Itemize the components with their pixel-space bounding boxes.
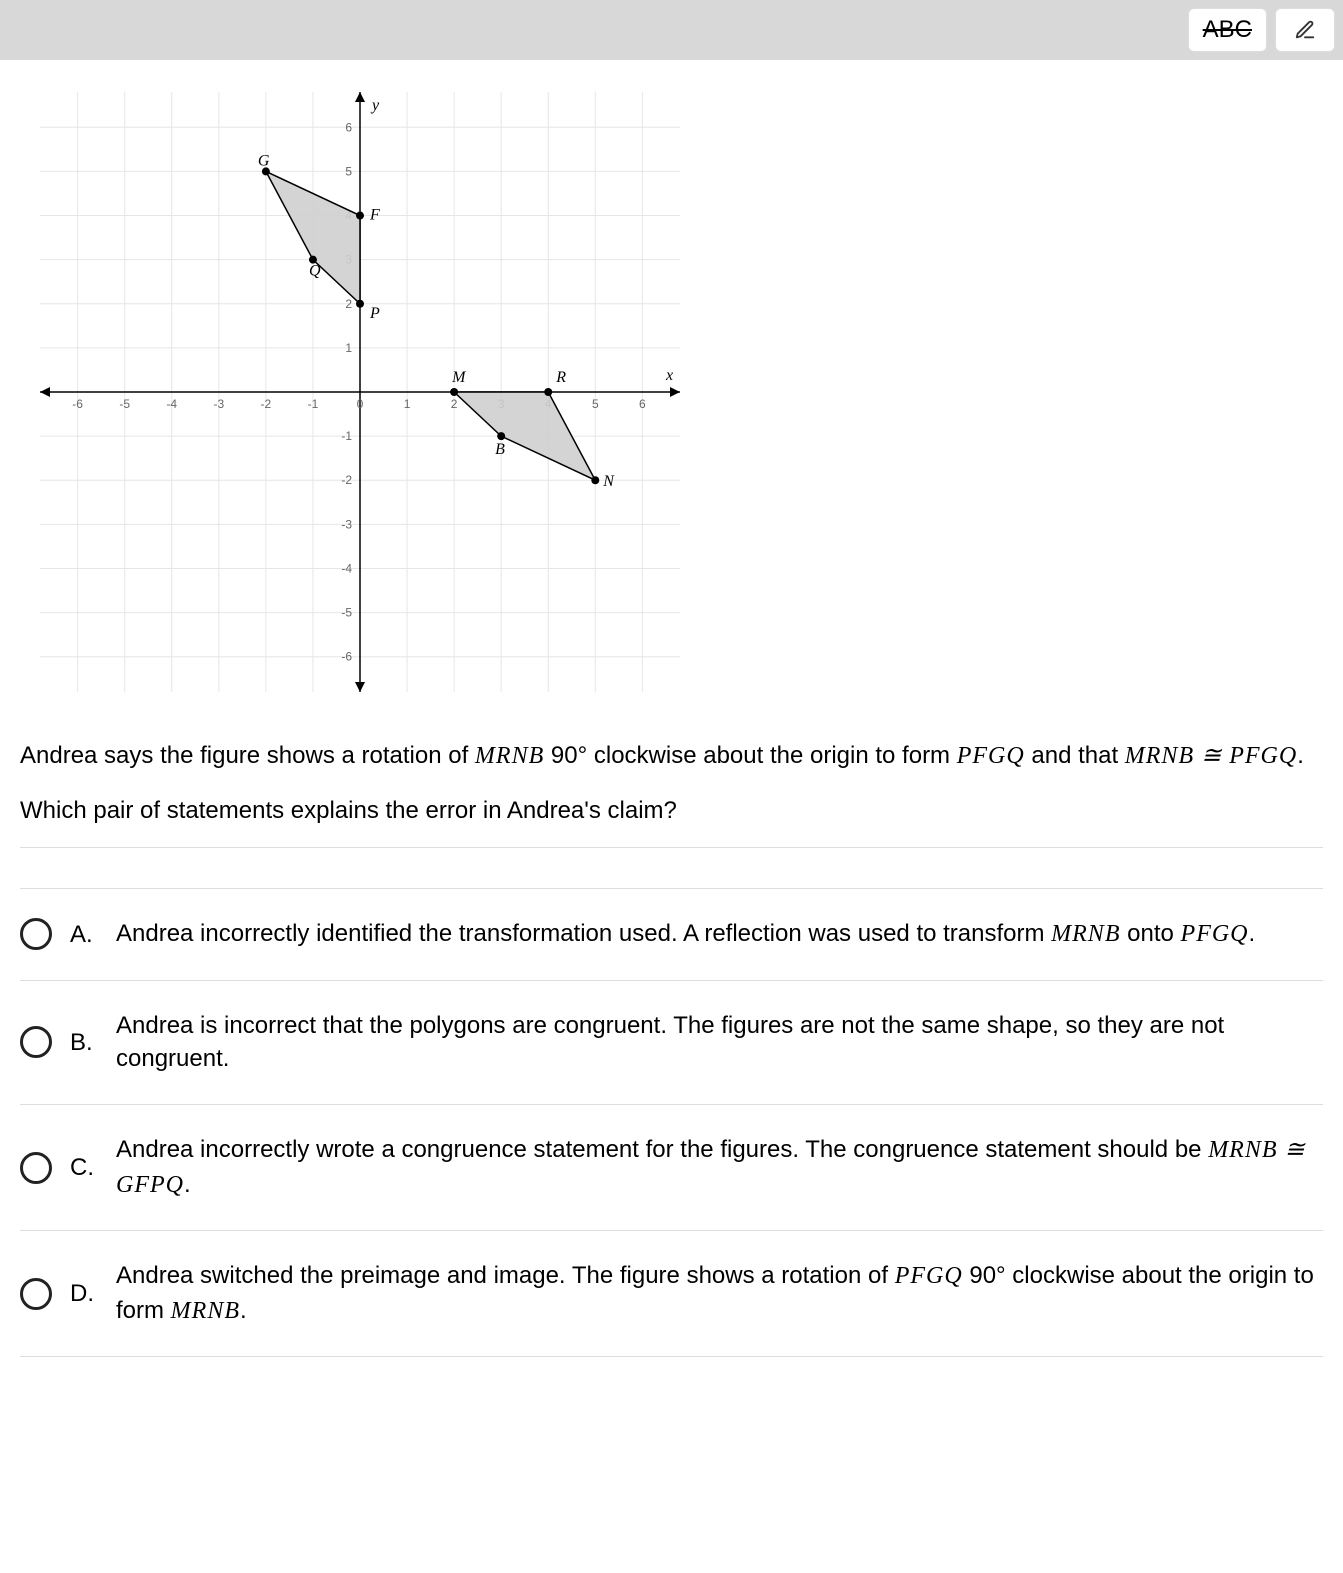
answer-text: Andrea is incorrect that the polygons ar… xyxy=(116,1009,1323,1076)
svg-text:-2: -2 xyxy=(341,473,352,487)
text: Which pair of statements explains the er… xyxy=(20,797,677,824)
radio-button[interactable] xyxy=(20,918,52,950)
svg-text:-2: -2 xyxy=(261,397,272,411)
svg-text:-4: -4 xyxy=(166,397,177,411)
svg-text:1: 1 xyxy=(404,397,411,411)
question-paragraph-1: Andrea says the figure shows a rotation … xyxy=(20,739,1323,774)
radio-button[interactable] xyxy=(20,1152,52,1184)
svg-text:-5: -5 xyxy=(341,606,352,620)
radio-button[interactable] xyxy=(20,1278,52,1310)
answer-option[interactable]: A. Andrea incorrectly identified the tran… xyxy=(20,888,1323,981)
coordinate-graph: -6-5-4-3-2-10123456-6-5-4-3-2-1123456xyP… xyxy=(20,72,1323,719)
svg-text:G: G xyxy=(258,152,270,169)
svg-text:x: x xyxy=(665,367,673,384)
svg-text:y: y xyxy=(370,97,380,114)
edit-button[interactable] xyxy=(1275,8,1335,52)
answer-list: A. Andrea incorrectly identified the tran… xyxy=(20,888,1323,1357)
svg-text:F: F xyxy=(369,207,380,224)
text: 90° clockwise about the origin to form xyxy=(544,742,956,769)
strikethrough-button[interactable]: ABC xyxy=(1188,8,1267,52)
svg-text:-3: -3 xyxy=(341,517,352,531)
answer-option[interactable]: D. Andrea switched the preimage and image… xyxy=(20,1231,1323,1357)
answer-option[interactable]: C. Andrea incorrectly wrote a congruence … xyxy=(20,1105,1323,1231)
math: PFGQ xyxy=(957,743,1025,769)
svg-text:1: 1 xyxy=(345,341,352,355)
svg-text:0: 0 xyxy=(357,397,364,411)
svg-text:M: M xyxy=(451,369,467,386)
edit-icon xyxy=(1294,19,1316,41)
answer-text: Andrea switched the preimage and image. … xyxy=(116,1259,1323,1328)
svg-text:P: P xyxy=(369,305,380,322)
svg-text:2: 2 xyxy=(451,397,458,411)
answer-letter: D. xyxy=(70,1277,98,1311)
svg-text:2: 2 xyxy=(345,297,352,311)
svg-text:-4: -4 xyxy=(341,561,352,575)
svg-text:-1: -1 xyxy=(308,397,319,411)
svg-text:6: 6 xyxy=(639,397,646,411)
svg-text:-3: -3 xyxy=(213,397,224,411)
answer-text: Andrea incorrectly identified the transf… xyxy=(116,917,1323,952)
svg-text:R: R xyxy=(555,369,566,386)
answer-letter: B. xyxy=(70,1026,98,1060)
svg-text:-5: -5 xyxy=(119,397,130,411)
answer-option[interactable]: B. Andrea is incorrect that the polygons … xyxy=(20,981,1323,1105)
math: MRNB xyxy=(475,743,544,769)
radio-button[interactable] xyxy=(20,1026,52,1058)
math: MRNB ≅ PFGQ xyxy=(1125,743,1297,769)
svg-text:-6: -6 xyxy=(341,650,352,664)
toolbar: ABC xyxy=(0,0,1343,60)
answer-letter: C. xyxy=(70,1151,98,1185)
svg-text:-1: -1 xyxy=(341,429,352,443)
text: and that xyxy=(1025,742,1125,769)
answer-letter: A. xyxy=(70,918,98,952)
text: Andrea says the figure shows a rotation … xyxy=(20,742,475,769)
strikethrough-label: ABC xyxy=(1203,16,1252,44)
divider xyxy=(20,847,1323,848)
answer-text: Andrea incorrectly wrote a congruence st… xyxy=(116,1133,1323,1202)
svg-text:-6: -6 xyxy=(72,397,83,411)
svg-text:N: N xyxy=(602,473,615,490)
svg-text:Q: Q xyxy=(309,263,321,280)
question-paragraph-2: Which pair of statements explains the er… xyxy=(20,794,1323,828)
text: . xyxy=(1297,742,1304,769)
content: -6-5-4-3-2-10123456-6-5-4-3-2-1123456xyP… xyxy=(0,60,1343,1397)
svg-text:5: 5 xyxy=(592,397,599,411)
svg-text:5: 5 xyxy=(345,164,352,178)
svg-text:B: B xyxy=(495,441,505,458)
svg-text:6: 6 xyxy=(345,120,352,134)
